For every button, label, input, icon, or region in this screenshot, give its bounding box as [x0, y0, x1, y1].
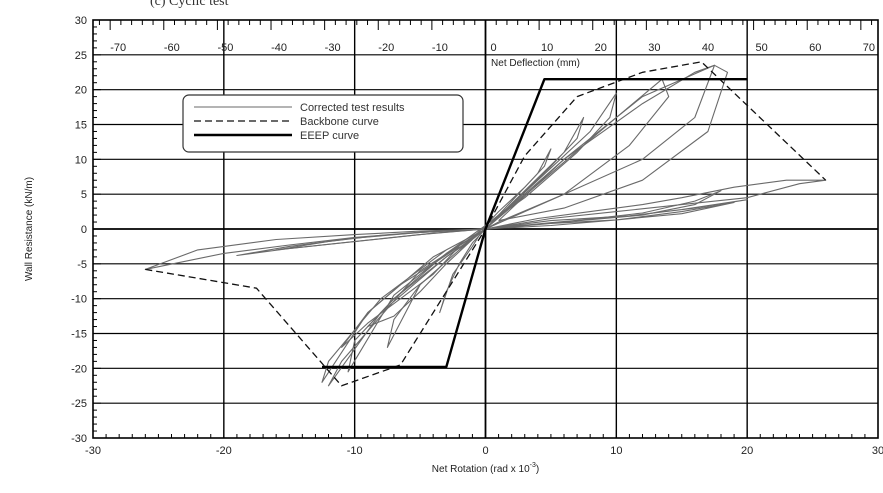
x-tick-label: 20 [741, 445, 753, 457]
top-tick-label: -30 [325, 42, 341, 54]
top-tick-label: -10 [432, 42, 448, 54]
y-tick-label: -15 [71, 329, 87, 341]
top-tick-label: 70 [863, 42, 875, 54]
y-tick-label: -25 [71, 398, 87, 410]
y-axis-title: Wall Resistance (kN/m) [24, 177, 35, 281]
top-tick-label: -50 [217, 42, 233, 54]
corrected-test-results-loop [498, 64, 729, 222]
legend-label: Corrected test results [300, 102, 405, 114]
corrected-test-results-loop [275, 228, 486, 251]
y-tick-label: 25 [75, 50, 87, 62]
top-tick-label: -60 [164, 42, 180, 54]
y-tick-label: -10 [71, 294, 87, 306]
legend-label: Backbone curve [300, 116, 379, 128]
corrected-test-results-loop [485, 190, 722, 230]
top-tick-label: -70 [110, 42, 126, 54]
y-tick-label: -5 [77, 259, 87, 271]
corrected-test-results-loop [327, 64, 716, 387]
x-tick-label: -10 [347, 445, 363, 457]
x-tick-label: -30 [85, 445, 101, 457]
top-tick-label: 0 [490, 42, 496, 54]
y-tick-label: 0 [81, 224, 87, 236]
figure-caption: (c) Cyclic test [150, 0, 229, 9]
top-tick-label: 50 [755, 42, 767, 54]
corrected-test-results-loop [341, 245, 460, 348]
x-tick-label: 10 [610, 445, 622, 457]
y-tick-label: -20 [71, 363, 87, 375]
top-tick-label: -40 [271, 42, 287, 54]
top-tick-label: 40 [702, 42, 714, 54]
legend: Corrected test results Backbone curve EEEP… [182, 94, 464, 153]
y-tick-label: 15 [75, 120, 87, 132]
legend-box [182, 94, 464, 153]
top-tick-label: -20 [378, 42, 394, 54]
x-tick-label: -20 [216, 445, 232, 457]
eeep-curve-line [322, 78, 748, 369]
top-tick-label: 30 [648, 42, 660, 54]
top-tick-label: 10 [541, 42, 553, 54]
y-tick-label: 5 [81, 189, 87, 201]
corrected-test-results-loop [485, 201, 735, 230]
top-tick-label: 20 [595, 42, 607, 54]
top-tick-label: 60 [809, 42, 821, 54]
x-axis-title: Net Rotation (rad x 10-3) [432, 462, 539, 475]
y-tick-label: -30 [71, 433, 87, 445]
top-axis-title: Net Deflection (mm) [491, 58, 580, 69]
y-tick-label: 10 [75, 154, 87, 166]
x-tick-label: 0 [482, 445, 488, 457]
legend-label: EEEP curve [300, 130, 359, 142]
corrected-test-results-loop [367, 239, 473, 328]
x-tick-label: 30 [872, 445, 883, 457]
y-tick-label: 20 [75, 85, 87, 97]
y-tick-label: 30 [75, 15, 87, 27]
corrected-test-results-loop [485, 179, 827, 230]
